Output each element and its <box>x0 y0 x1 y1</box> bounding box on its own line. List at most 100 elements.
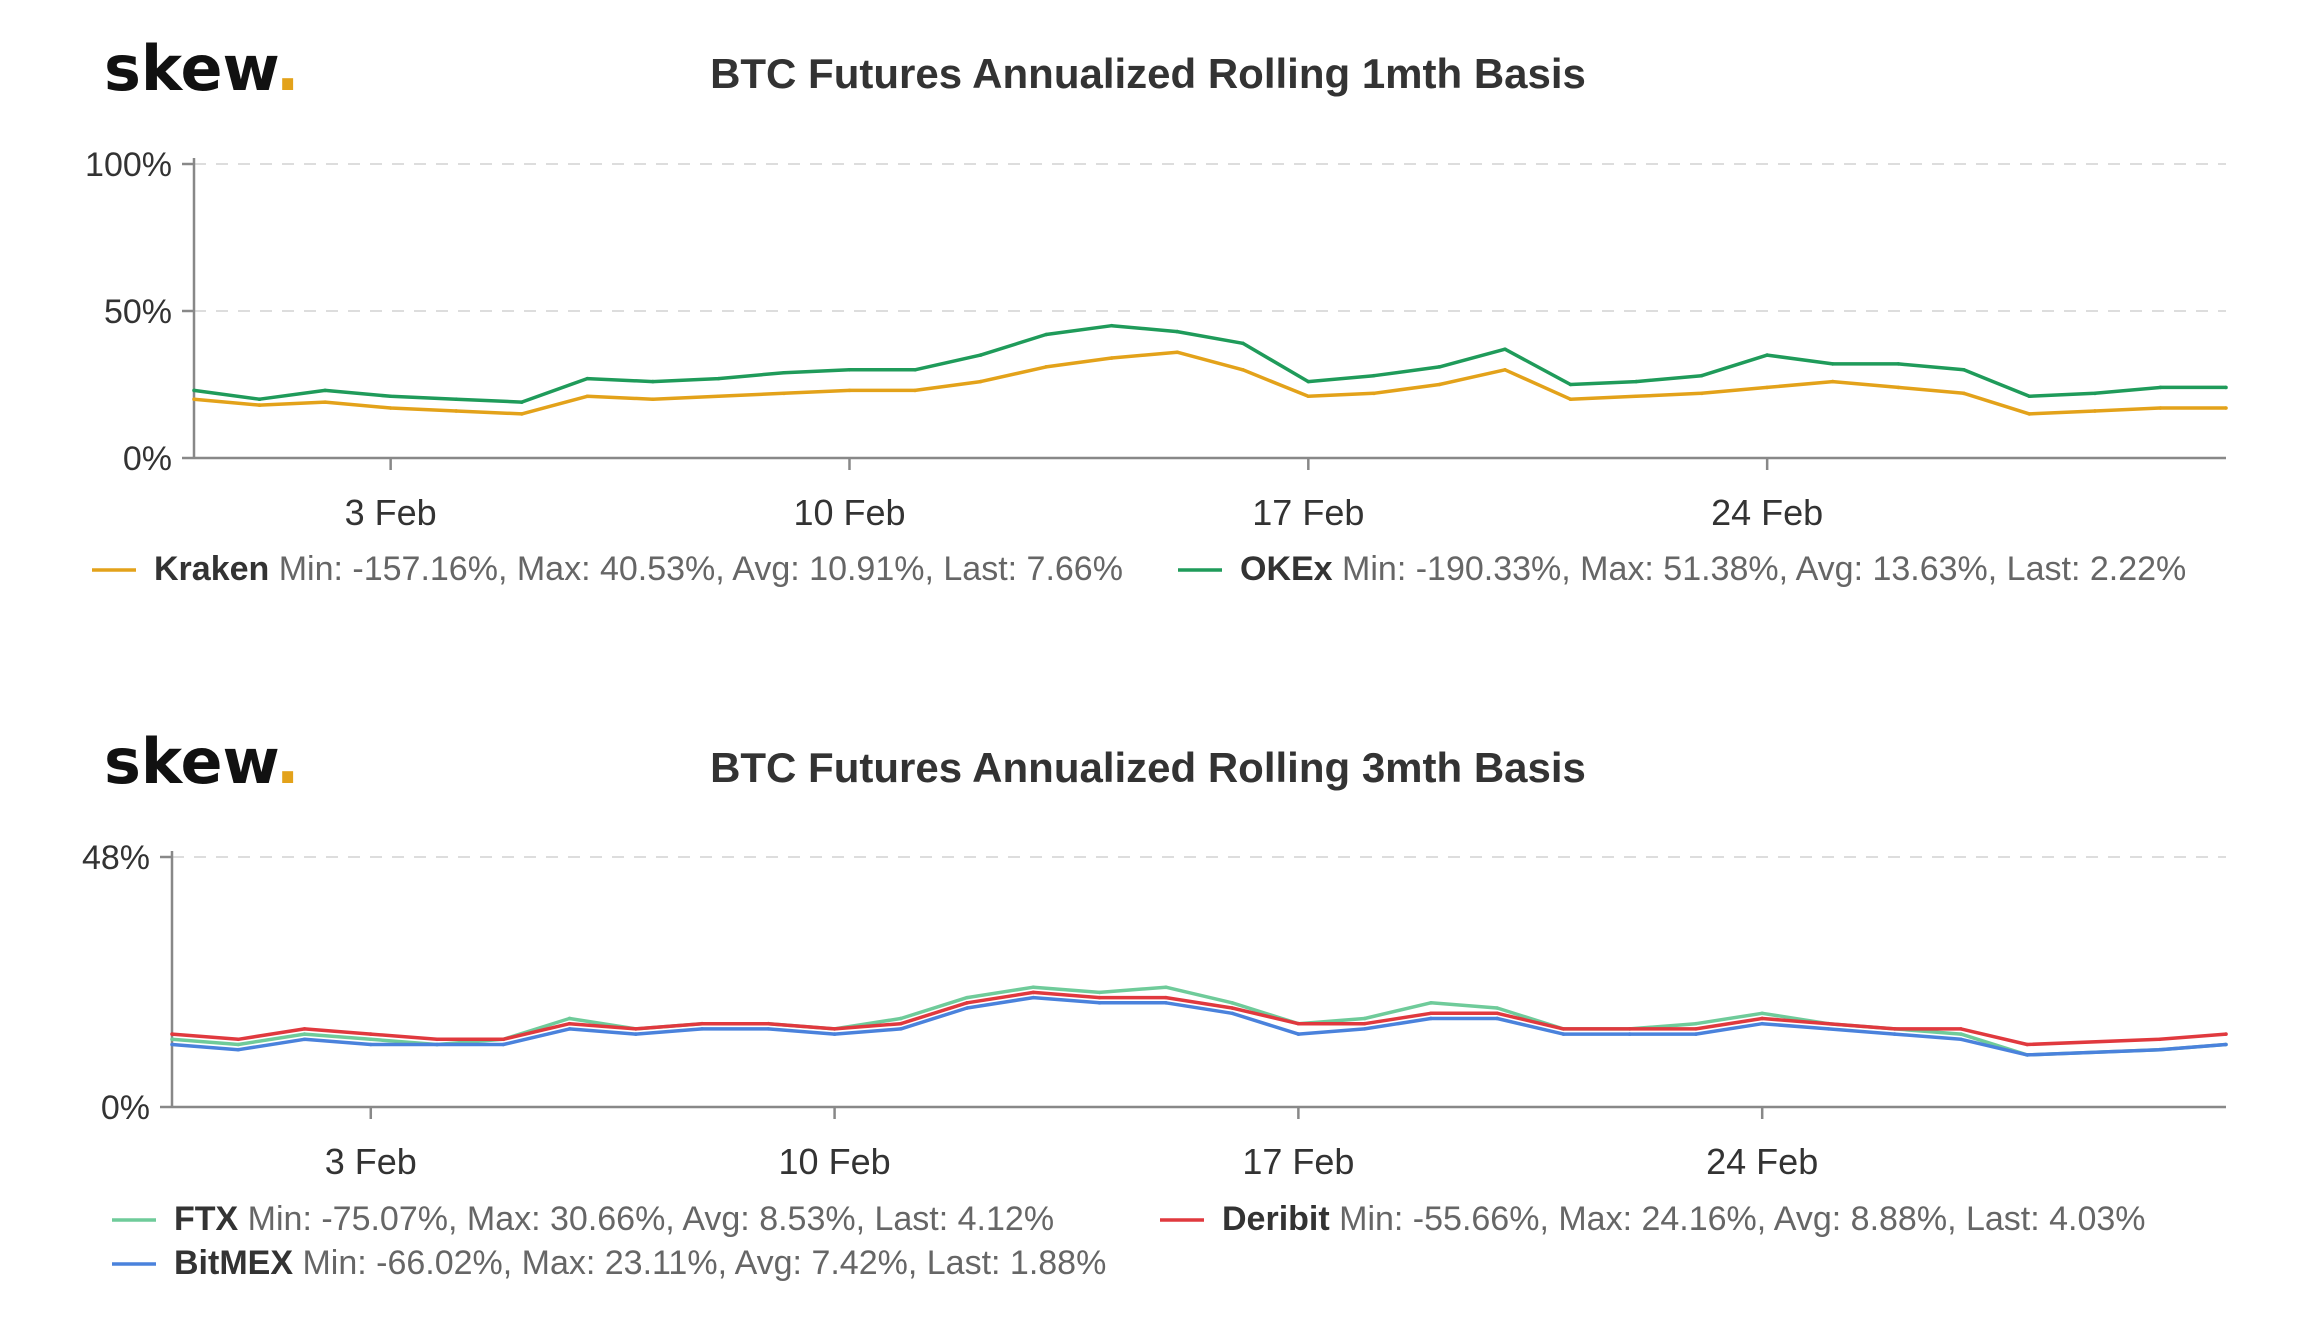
data-point-deribit <box>1892 1027 1897 1031</box>
data-point-deribit <box>1826 1021 1831 1026</box>
data-point-kraken <box>1372 391 1376 396</box>
data-point-kraken <box>519 412 524 416</box>
chart-2: 0% 48% 3 Feb 10 Feb 17 Feb 24 Feb FTX Min: -75… <box>82 839 2228 1282</box>
data-point-kraken <box>1896 385 1901 390</box>
legend-series-name: BitMEX <box>174 1244 293 1282</box>
data-point-okex <box>1306 379 1311 384</box>
skew-logo-1: skew. <box>104 32 299 105</box>
data-point-ftx <box>1495 1006 1499 1010</box>
data-point-deribit <box>700 1021 704 1026</box>
data-point-okex <box>1240 341 1245 346</box>
data-point-bitmex <box>1362 1027 1367 1031</box>
data-point-bitmex <box>435 1042 439 1047</box>
data-point-ftx <box>1097 990 1102 995</box>
data-point-bitmex <box>1296 1032 1301 1036</box>
skew-logo-2: skew. <box>104 725 299 798</box>
data-point-bitmex <box>567 1027 572 1031</box>
data-point-kraken <box>388 406 393 410</box>
data-point-kraken <box>257 403 262 407</box>
data-point-kraken <box>913 388 917 393</box>
data-point-bitmex <box>1760 1021 1764 1026</box>
x-tick-label: 24 Feb <box>1706 1141 1818 1182</box>
data-point-kraken <box>716 394 721 399</box>
data-point-kraken <box>1240 368 1245 372</box>
legend-item-deribit[interactable]: Deribit Min: -55.66%, Max: 24.16%, Avg: … <box>1160 1200 2146 1238</box>
data-point-kraken <box>1109 356 1114 360</box>
svg-text:skew.: skew. <box>104 725 299 798</box>
data-point-ftx <box>1164 985 1168 990</box>
data-point-kraken <box>978 379 983 384</box>
data-point-deribit <box>567 1021 572 1026</box>
data-point-ftx <box>567 1016 572 1021</box>
data-point-bitmex <box>2025 1053 2030 1057</box>
legend-series-name: FTX <box>174 1200 239 1238</box>
data-point-kraken <box>2224 406 2228 410</box>
data-point-deribit <box>236 1037 241 1042</box>
legend-item-ftx[interactable]: FTX Min: -75.07%, Max: 30.66%, Avg: 8.53… <box>112 1200 1054 1238</box>
svg-text:skew.: skew. <box>104 32 299 105</box>
data-point-deribit <box>1296 1021 1301 1026</box>
legend-text: OKEx Min: -190.33%, Max: 51.38%, Avg: 13… <box>1240 550 2186 588</box>
data-point-okex <box>388 394 393 399</box>
data-point-bitmex <box>236 1047 241 1052</box>
chart-layer: 0% 50% 100% 3 Feb 10 Feb 17 Feb 24 Feb Kraken M… <box>82 146 2228 1282</box>
data-point-okex <box>2093 391 2097 396</box>
data-point-kraken <box>1437 382 1442 387</box>
data-point-bitmex <box>302 1037 307 1042</box>
legend-text: Kraken Min: -157.16%, Max: 40.53%, Avg: … <box>154 550 1123 588</box>
data-point-okex <box>1765 353 1769 357</box>
data-point-kraken <box>651 397 655 402</box>
data-point-kraken <box>1962 391 1966 396</box>
data-point-bitmex <box>1164 1001 1168 1005</box>
data-point-okex <box>782 370 786 375</box>
data-point-okex <box>1830 362 1835 366</box>
data-point-okex <box>847 368 852 372</box>
data-point-okex <box>1109 323 1114 328</box>
data-point-deribit <box>1362 1021 1367 1026</box>
data-point-deribit <box>170 1032 174 1036</box>
x-tick-label: 17 Feb <box>1242 1141 1354 1182</box>
legend-item-okex[interactable]: OKEx Min: -190.33%, Max: 51.38%, Avg: 13… <box>1178 550 2186 588</box>
data-point-bitmex <box>1561 1032 1566 1036</box>
legend-text: FTX Min: -75.07%, Max: 30.66%, Avg: 8.53… <box>174 1200 1054 1238</box>
y-tick-label: 0% <box>123 440 172 478</box>
data-point-deribit <box>1760 1016 1764 1021</box>
data-point-ftx <box>170 1037 174 1042</box>
data-point-ftx <box>236 1042 241 1047</box>
data-point-bitmex <box>170 1042 174 1047</box>
data-point-kraken <box>1175 350 1180 354</box>
legend-item-kraken[interactable]: Kraken Min: -157.16%, Max: 40.53%, Avg: … <box>92 550 1123 588</box>
data-point-deribit <box>1164 995 1168 1000</box>
data-point-kraken <box>1765 385 1769 390</box>
data-point-deribit <box>899 1021 903 1026</box>
data-point-ftx <box>1031 985 1036 990</box>
data-point-kraken <box>1306 394 1311 399</box>
legend-text: Deribit Min: -55.66%, Max: 24.16%, Avg: … <box>1222 1200 2146 1238</box>
data-point-deribit <box>1031 990 1036 995</box>
legend-item-bitmex[interactable]: BitMEX Min: -66.02%, Max: 23.11%, Avg: 7… <box>112 1244 1106 1282</box>
data-point-ftx <box>965 995 969 1000</box>
data-point-okex <box>1962 368 1966 372</box>
data-point-okex <box>1634 379 1638 384</box>
data-point-deribit <box>965 1001 969 1005</box>
data-point-deribit <box>1429 1011 1433 1016</box>
legend-series-stats: Min: -75.07%, Max: 30.66%, Avg: 8.53%, L… <box>238 1200 1054 1238</box>
data-point-okex <box>2158 385 2163 390</box>
data-point-deribit <box>501 1037 506 1042</box>
data-point-okex <box>1568 382 1573 387</box>
data-point-bitmex <box>634 1032 638 1036</box>
data-point-kraken <box>1503 368 1507 372</box>
x-tick-label: 10 Feb <box>793 492 905 533</box>
legend-series-name: OKEx <box>1240 550 1333 588</box>
legend-series-stats: Min: -157.16%, Max: 40.53%, Avg: 10.91%,… <box>269 550 1123 588</box>
data-point-deribit <box>2224 1032 2228 1036</box>
x-tick-label: 24 Feb <box>1711 492 1823 533</box>
data-point-bitmex <box>766 1027 771 1031</box>
logo-word: skew <box>104 32 279 105</box>
y-tick-label: 48% <box>82 839 150 877</box>
data-point-kraken <box>323 400 327 404</box>
x-tick-label: 10 Feb <box>779 1141 891 1182</box>
data-point-ftx <box>1959 1032 1963 1036</box>
data-point-okex <box>1503 347 1507 352</box>
data-point-okex <box>454 397 458 402</box>
